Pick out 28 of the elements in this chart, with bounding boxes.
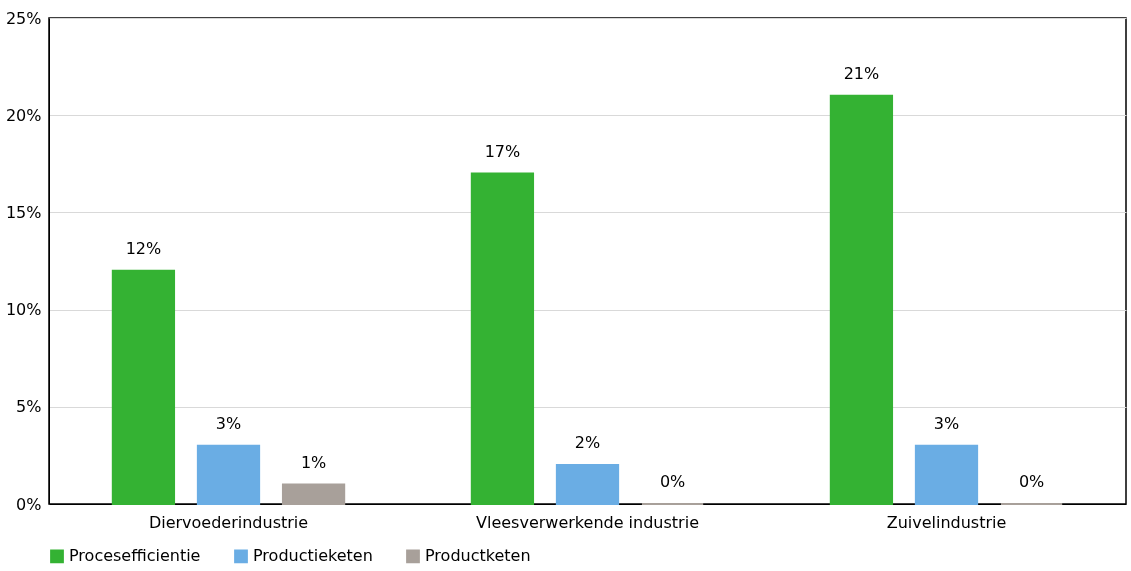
data-label: 0% (659, 472, 686, 491)
data-label: 21% (843, 63, 880, 83)
data-label: 3% (215, 413, 242, 433)
x-tick-label: Zuivelindustrie (886, 512, 1007, 532)
data-label: 1% (300, 452, 327, 472)
bar (829, 94, 894, 505)
y-tick-label: 10% (5, 300, 42, 320)
bar (914, 444, 979, 505)
data-label: 17% (484, 141, 521, 161)
legend-label: Productketen (425, 546, 531, 566)
x-tick-label: Vleesverwerkende industrie (476, 512, 699, 532)
y-tick-label: 0% (16, 494, 42, 514)
legend-label: Productieketen (253, 546, 373, 566)
legend-label: Procesefficientie (69, 546, 201, 566)
data-label: 12% (125, 238, 162, 258)
data-label: 3% (933, 413, 960, 433)
x-tick-label: Diervoederindustrie (148, 512, 309, 532)
y-tick-label: 5% (16, 397, 42, 417)
bar (555, 464, 620, 505)
bar (111, 269, 176, 505)
y-tick-label: 20% (5, 105, 42, 125)
bar (470, 172, 535, 505)
data-label: 0% (1018, 472, 1045, 491)
y-tick-label: 15% (5, 202, 42, 222)
y-tick-label: 25% (5, 8, 42, 28)
data-label: 2% (574, 433, 601, 453)
bar (281, 483, 346, 505)
bar (196, 444, 261, 505)
